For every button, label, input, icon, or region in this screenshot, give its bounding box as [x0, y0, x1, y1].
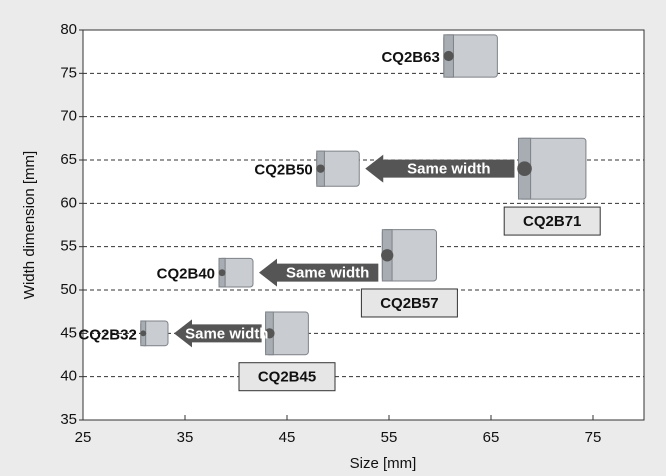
cylinder [316, 150, 360, 187]
point-label: CQ2B63 [381, 49, 439, 66]
x-tick-label: 35 [177, 429, 194, 446]
y-tick-label: 40 [60, 368, 77, 385]
point-label: CQ2B57 [380, 295, 438, 312]
point-label: CQ2B40 [157, 266, 215, 283]
x-tick-label: 65 [483, 429, 500, 446]
arrow-label: Same width [185, 325, 268, 342]
y-tick-label: 35 [60, 411, 77, 428]
arrow-label: Same width [286, 265, 369, 282]
x-axis-label: Size [mm] [350, 455, 417, 472]
point-label: CQ2B32 [78, 326, 136, 343]
point-label: CQ2B45 [258, 369, 316, 386]
y-tick-label: 65 [60, 151, 77, 168]
cylinder [517, 137, 587, 200]
arrow [174, 319, 262, 348]
y-tick-label: 75 [60, 64, 77, 81]
y-tick-label: 80 [60, 21, 77, 38]
x-tick-label: 25 [75, 429, 92, 446]
label-box [238, 362, 336, 392]
x-tick-label: 75 [585, 429, 602, 446]
x-tick-label: 45 [279, 429, 296, 446]
cylinder-rod [218, 269, 226, 277]
y-tick-label: 50 [60, 281, 77, 298]
cylinder-rod [517, 161, 532, 176]
cylinder-rod [443, 50, 454, 62]
cylinder-rod [264, 328, 275, 339]
y-tick-label: 70 [60, 108, 77, 125]
y-axis-label: Width dimension [mm] [21, 151, 38, 299]
cylinder-rod [316, 164, 325, 173]
y-tick-label: 45 [60, 324, 77, 341]
y-tick-label: 60 [60, 194, 77, 211]
cylinder-rod [140, 330, 147, 337]
arrow [365, 154, 515, 183]
label-box [360, 288, 458, 318]
y-tick-label: 55 [60, 238, 77, 255]
point-label: CQ2B71 [523, 213, 581, 230]
arrow-label: Same width [407, 161, 490, 178]
arrow [259, 258, 379, 287]
cylinder [381, 229, 437, 282]
cylinder-rod [381, 249, 394, 262]
cylinder [443, 34, 498, 78]
cylinder [218, 257, 254, 288]
point-label: CQ2B50 [254, 162, 312, 179]
cylinder [140, 320, 169, 347]
cylinder [264, 311, 309, 356]
x-tick-label: 55 [381, 429, 398, 446]
label-box [503, 206, 601, 236]
